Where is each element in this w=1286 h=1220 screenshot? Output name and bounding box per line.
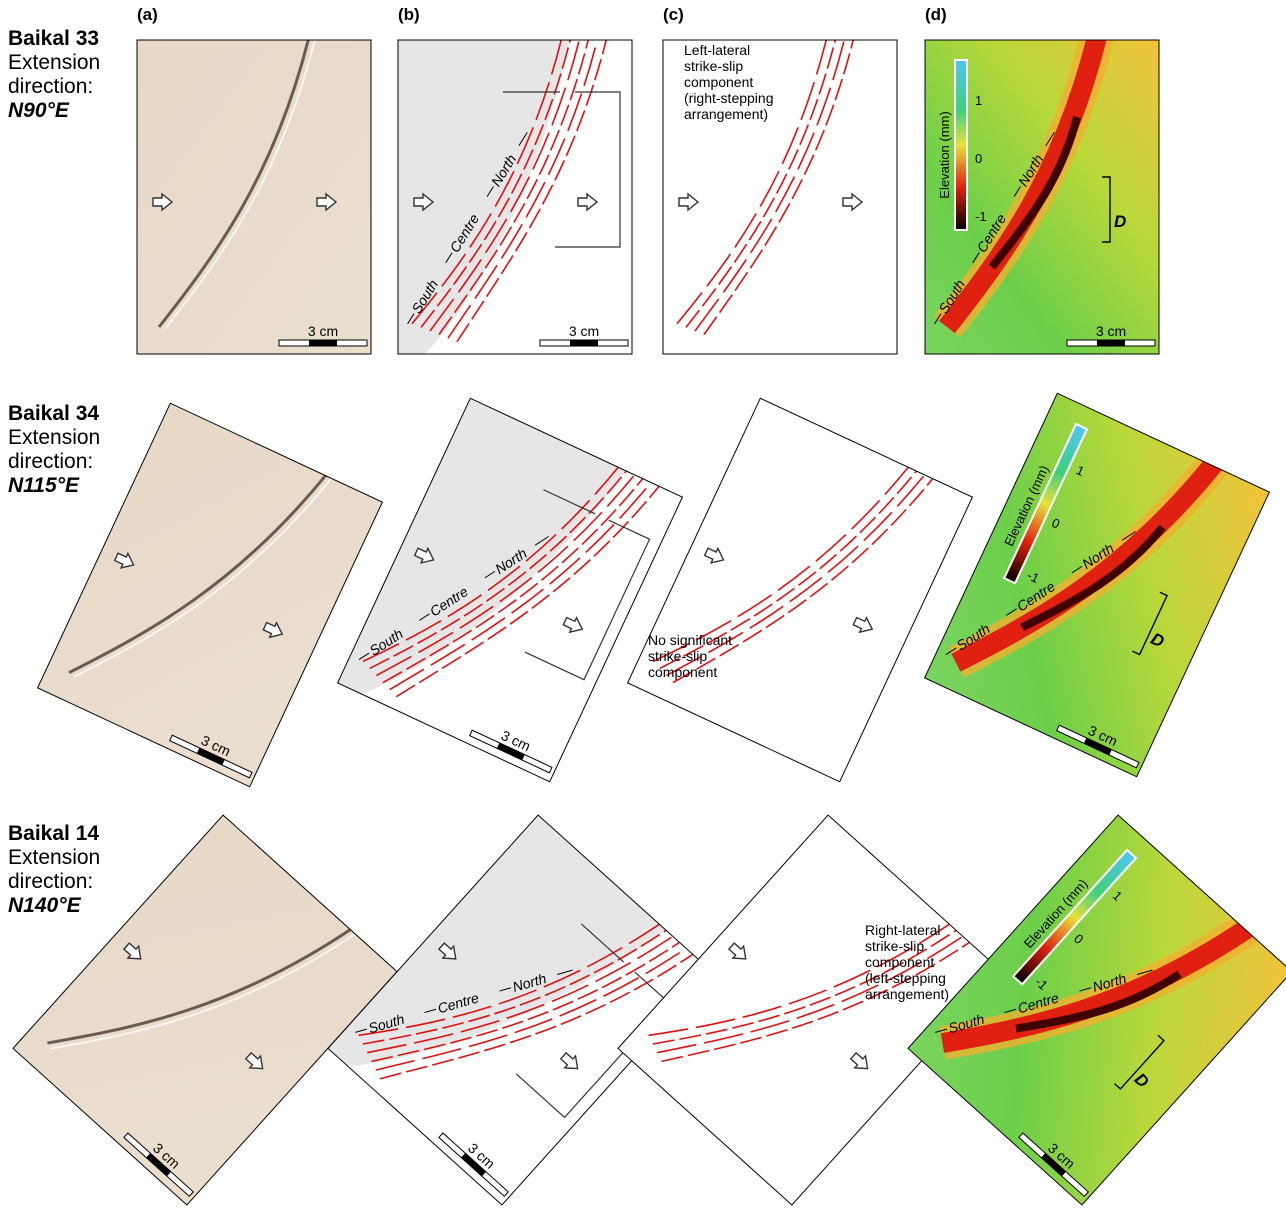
scale-bar-mid: [570, 340, 598, 346]
row-direction: N115°E: [8, 474, 80, 497]
panel: 10-1Elevation (mm)DSouthCentreNorth3 cm: [925, 391, 1271, 777]
row-label: direction:: [8, 450, 93, 473]
panel-label: (c): [663, 5, 684, 24]
panel-content: [628, 396, 974, 782]
scale-label: 3 cm: [569, 323, 599, 339]
scale-label: 3 cm: [1096, 323, 1126, 339]
row-name: Baikal 14: [8, 822, 99, 845]
row-label: direction:: [8, 870, 93, 893]
figure: (a)(b)(c)(d)Baikal 33Extensiondirection:…: [0, 0, 1286, 1215]
annotation: Left-lateral: [684, 42, 750, 58]
panel-content: 10-1Elevation (mm)DSouthCentreNorth3 cm: [925, 391, 1271, 777]
annotation: strike-slip: [648, 648, 707, 664]
scale-bar-mid: [1097, 340, 1125, 346]
annotation: (right-stepping: [684, 90, 774, 106]
panel-content: SouthCentreNorth3 cm: [338, 396, 684, 782]
panel-bg: [628, 398, 973, 781]
panel-label: (a): [137, 5, 158, 24]
row-label: Extension: [8, 426, 100, 449]
row-label: Extension: [8, 846, 100, 869]
row-label: Extension: [8, 51, 100, 74]
annotation: Right-lateral: [865, 922, 940, 938]
panel-label: (b): [398, 5, 420, 24]
annotation: (left-stepping: [865, 970, 946, 986]
annotation: arrangement): [684, 106, 768, 122]
colorbar-tick: 1: [975, 93, 982, 108]
annotation: arrangement): [865, 986, 949, 1002]
annotation: component: [684, 74, 753, 90]
domain-label: D: [1114, 212, 1126, 231]
row-direction: N140°E: [8, 894, 82, 917]
annotation: No significant: [648, 632, 732, 648]
colorbar-tick: 0: [975, 151, 982, 166]
panel: 3 cm: [137, 37, 371, 354]
panel-content: 3 cm: [137, 37, 371, 354]
panel: [628, 396, 974, 782]
colorbar-tick: -1: [975, 209, 987, 224]
annotation: component: [648, 664, 717, 680]
annotation: strike-slip: [865, 938, 924, 954]
row-label: direction:: [8, 75, 93, 98]
annotation: strike-slip: [684, 58, 743, 74]
colorbar-title: Elevation (mm): [937, 111, 952, 198]
panel: SouthCentreNorth3 cm: [398, 37, 632, 354]
row-name: Baikal 33: [8, 27, 99, 50]
colorbar-bar: [955, 60, 967, 230]
panel-label: (d): [925, 5, 947, 24]
row-name: Baikal 34: [8, 402, 99, 425]
annotation: component: [865, 954, 934, 970]
row-direction: N90°E: [8, 99, 70, 122]
scale-bar-mid: [309, 340, 337, 346]
scale-label: 3 cm: [308, 323, 338, 339]
panel: 10-1Elevation (mm)DSouthCentreNorth3 cm: [908, 813, 1286, 1205]
